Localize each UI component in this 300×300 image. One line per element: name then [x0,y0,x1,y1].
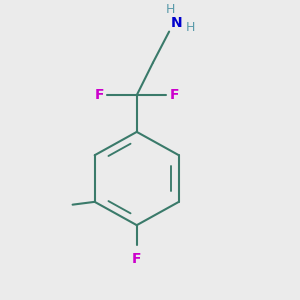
Text: F: F [170,88,179,102]
Text: F: F [132,252,142,266]
Text: H: H [166,3,175,16]
Text: N: N [171,16,182,30]
Text: H: H [185,21,195,34]
Text: F: F [94,88,104,102]
